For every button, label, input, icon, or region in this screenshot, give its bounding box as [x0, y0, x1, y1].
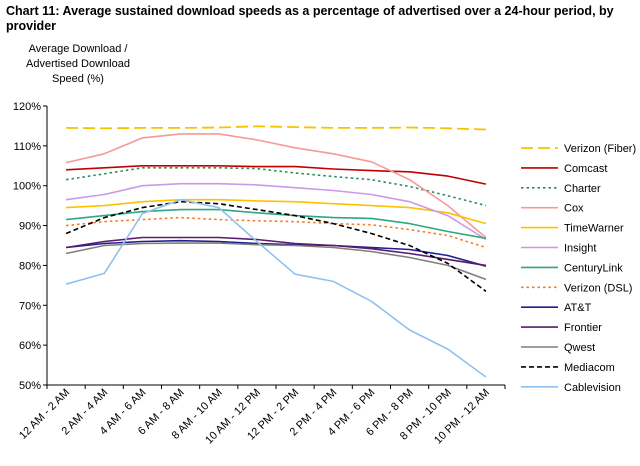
series-line	[65, 200, 487, 292]
y-axis-label-line: Advertised Download	[26, 58, 130, 70]
y-tick-label: 80%	[19, 260, 41, 272]
series-lines	[65, 125, 487, 378]
series-line	[65, 236, 487, 267]
y-tick-label: 110%	[14, 141, 42, 153]
legend-label: TimeWarner	[564, 223, 624, 235]
y-axis-label-line: Average Download /	[28, 43, 128, 55]
series-line	[66, 165, 487, 185]
series-line	[66, 125, 486, 131]
legend-label: Cox	[564, 203, 584, 215]
y-tick-label: 100%	[13, 181, 41, 193]
legend-label: Cablevision	[564, 382, 621, 394]
y-tick-label: 70%	[19, 300, 41, 312]
series-line	[65, 167, 487, 207]
chart-title: Chart 11: Average sustained download spe…	[6, 4, 614, 33]
legend-label: AT&T	[564, 302, 592, 314]
series-line	[66, 198, 487, 225]
series-line	[66, 216, 487, 249]
legend-label: Qwest	[564, 342, 595, 354]
y-tick-label: 90%	[19, 221, 41, 233]
y-tick-label: 120%	[13, 101, 41, 113]
legend-label: Comcast	[564, 163, 607, 175]
series-line	[65, 133, 487, 239]
legend-label: Verizon (DSL)	[564, 282, 632, 294]
series-line	[66, 239, 487, 267]
y-tick-label: 60%	[19, 340, 41, 352]
legend-label: Mediacom	[564, 362, 615, 374]
legend-label: Frontier	[564, 322, 602, 334]
legend: Verizon (Fiber) Comcast Charter Cox TimeWarn…	[521, 143, 636, 394]
series-line	[65, 242, 487, 281]
legend-label: Verizon (Fiber)	[564, 143, 636, 155]
x-axis: 12 AM - 2 AM2 AM - 4 AM4 AM - 6 AM6 AM -…	[17, 384, 506, 447]
y-axis: 50% 60% 70% 80% 90% 100% 110% 120%	[13, 101, 48, 392]
legend-label: Charter	[564, 183, 601, 195]
legend-label: CenturyLink	[564, 262, 623, 274]
legend-label: Insight	[564, 243, 596, 255]
y-axis-label-line: Speed (%)	[52, 73, 104, 85]
series-line	[65, 182, 487, 241]
series-line	[66, 208, 487, 240]
y-tick-label: 50%	[19, 380, 41, 392]
y-axis-label: Average Download / Advertised Download S…	[12, 42, 144, 87]
series-line	[65, 198, 487, 378]
